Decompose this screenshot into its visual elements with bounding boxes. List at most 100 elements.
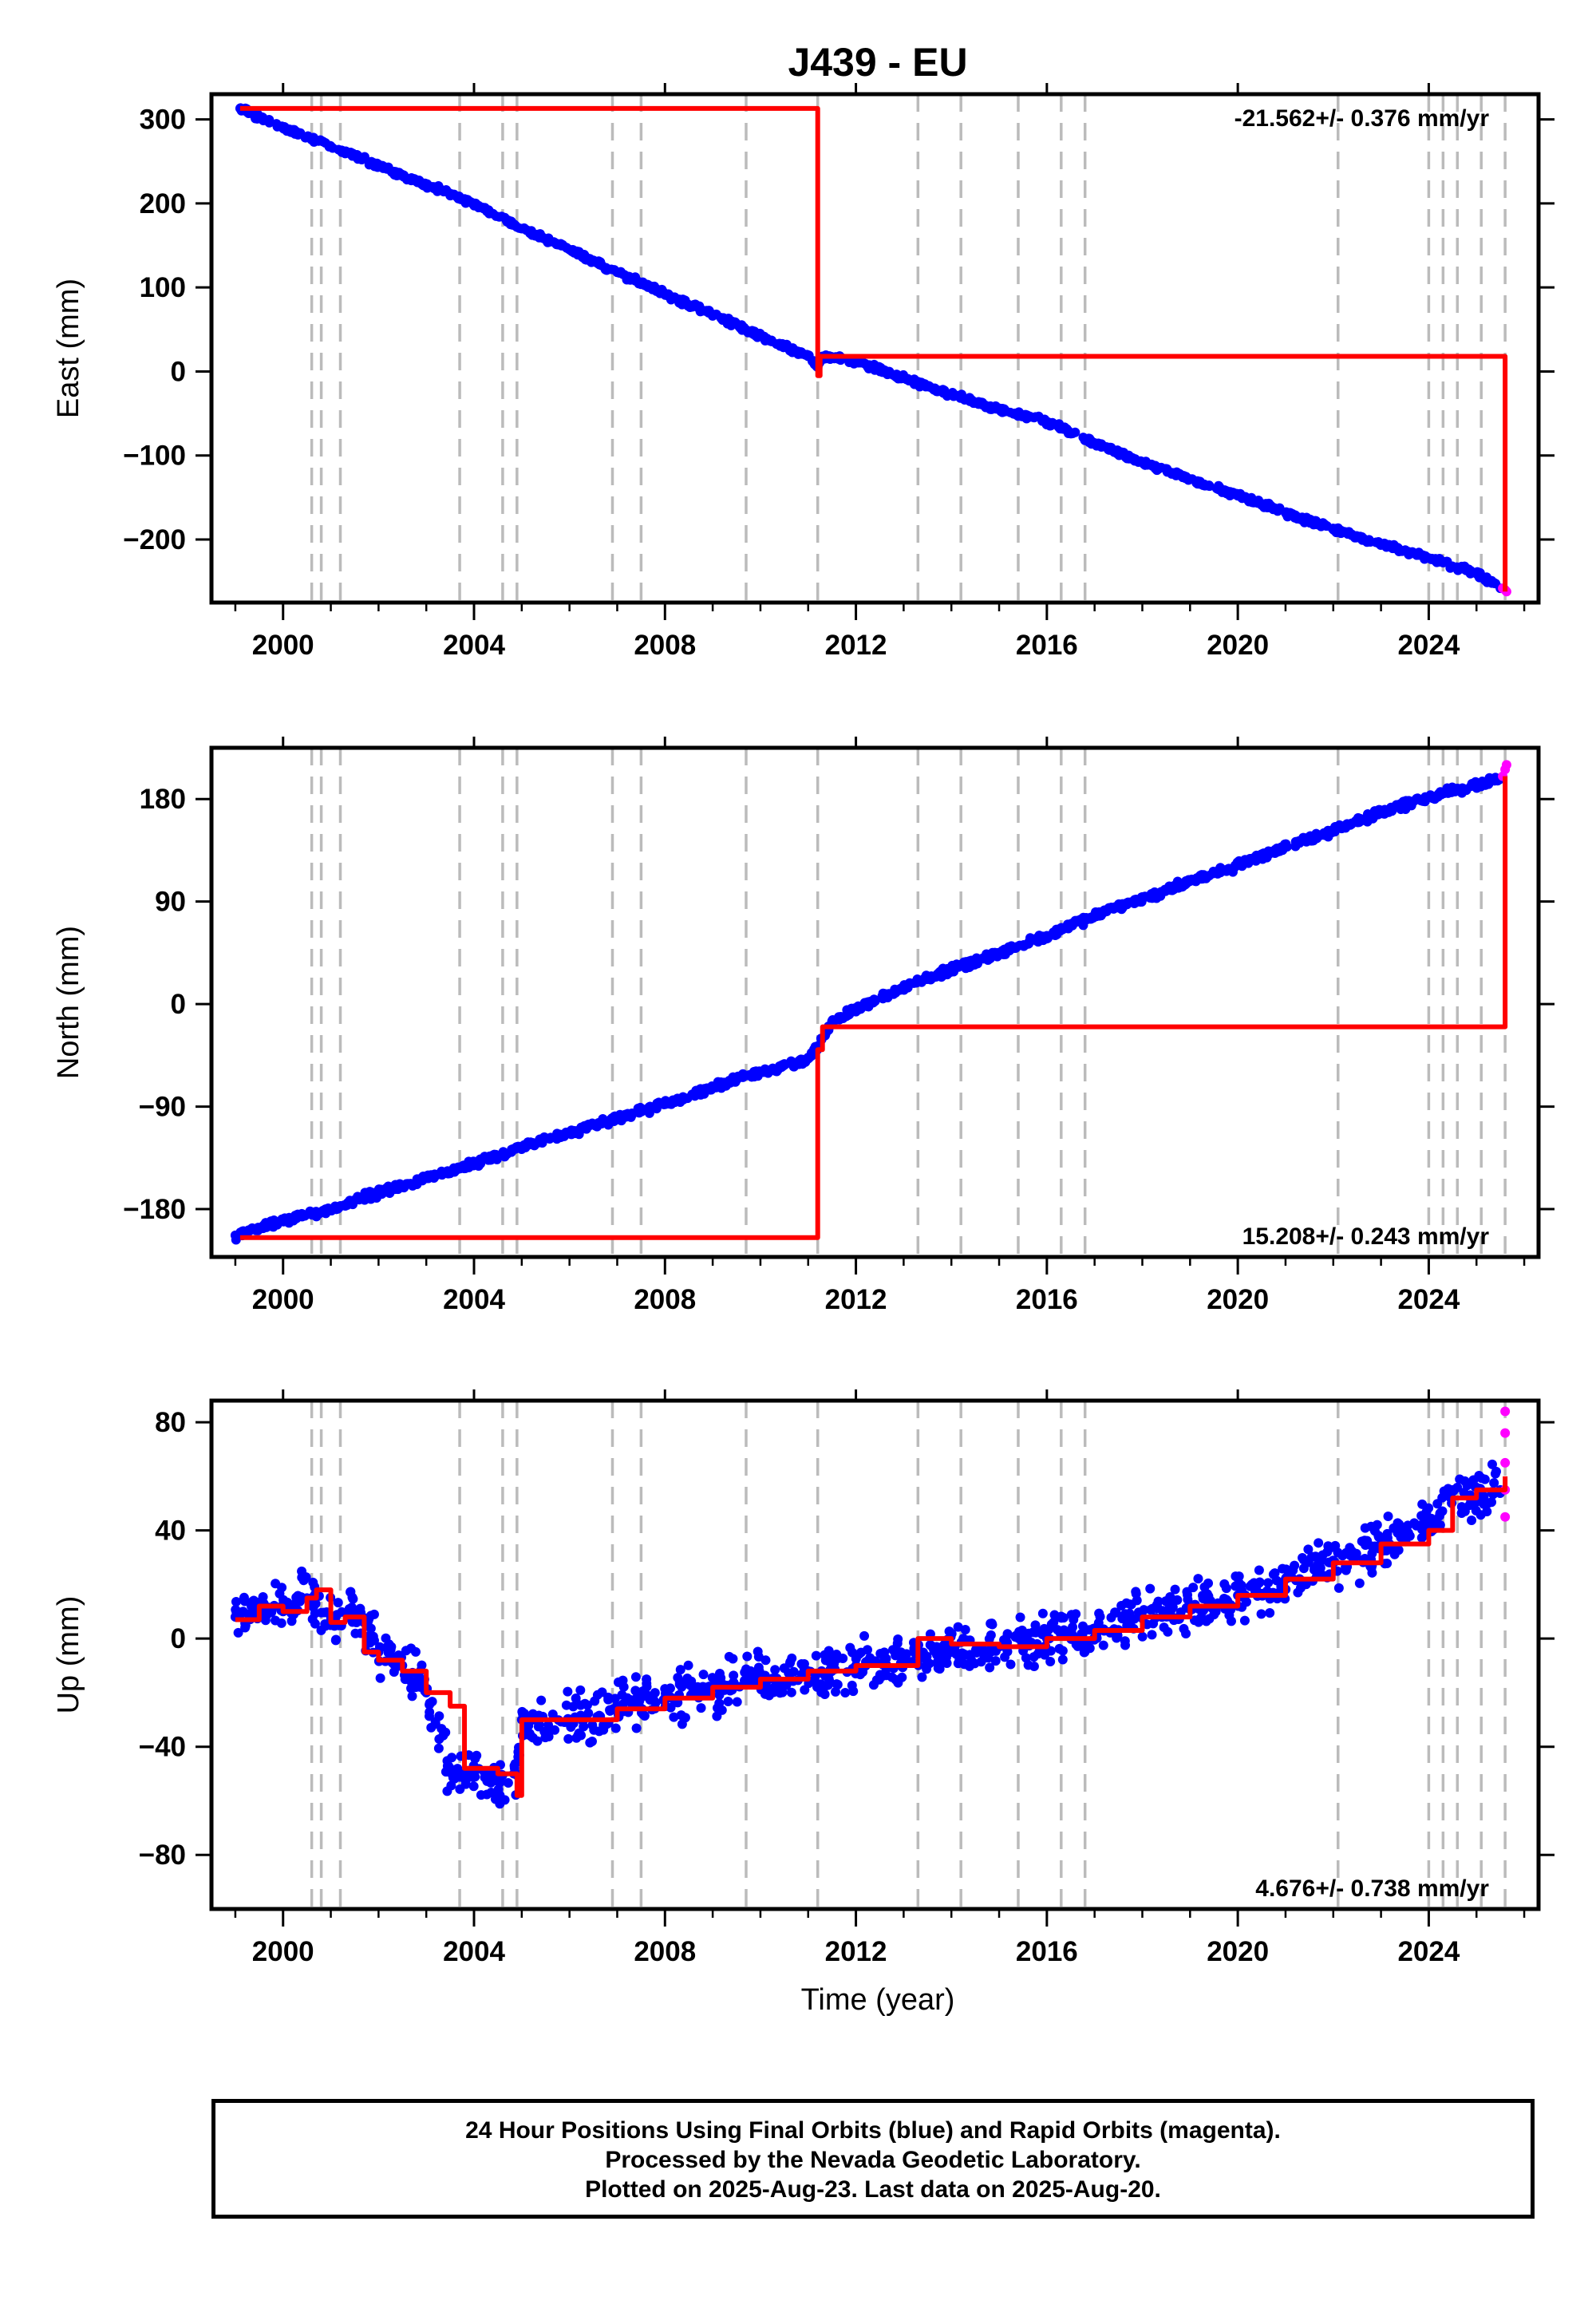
data-point — [605, 1705, 615, 1716]
data-point — [1193, 1574, 1203, 1584]
series-model — [235, 1476, 1508, 1798]
data-point — [472, 1750, 482, 1761]
data-point — [444, 1168, 455, 1179]
data-point — [240, 1622, 251, 1633]
data-point — [985, 1662, 995, 1673]
data-point — [447, 1769, 457, 1779]
data-point — [941, 1652, 951, 1662]
data-point — [492, 1154, 502, 1164]
data-point — [1057, 1654, 1068, 1665]
data-point — [542, 234, 552, 244]
data-point — [603, 1694, 614, 1705]
data-point — [1500, 1428, 1511, 1438]
data-point — [1208, 868, 1219, 879]
data-point — [715, 1078, 725, 1089]
data-point — [770, 1665, 780, 1675]
data-point — [239, 1592, 249, 1603]
data-point — [723, 1697, 733, 1707]
footer-line-2: Processed by the Nevada Geodetic Laborat… — [605, 2147, 1141, 2173]
y-tick-label: 180 — [140, 784, 186, 815]
data-point — [1144, 891, 1155, 902]
data-point — [308, 1577, 318, 1587]
data-point — [940, 387, 950, 397]
data-point — [966, 1655, 977, 1666]
y-tick-label: 0 — [171, 356, 186, 387]
data-point — [1487, 1459, 1497, 1469]
data-point — [590, 1696, 600, 1706]
data-point — [617, 1690, 627, 1700]
data-point — [1483, 1498, 1494, 1508]
data-point — [563, 1686, 573, 1697]
data-point — [946, 1629, 957, 1639]
data-point — [1021, 1631, 1032, 1642]
data-point — [1219, 1594, 1229, 1604]
data-point — [772, 1686, 783, 1697]
data-point — [1432, 1499, 1443, 1509]
data-point — [1245, 1581, 1255, 1591]
data-point — [1243, 858, 1254, 868]
data-point — [1313, 518, 1323, 528]
y-tick-label: −100 — [123, 441, 186, 472]
data-point — [1201, 1616, 1211, 1626]
data-point — [1221, 1583, 1231, 1594]
data-point — [966, 955, 977, 966]
y-axis-label: North (mm) — [52, 926, 85, 1079]
footer-line-3: Plotted on 2025-Aug-23. Last data on 202… — [585, 2176, 1161, 2203]
data-point — [1021, 1653, 1031, 1663]
data-point — [630, 1672, 641, 1682]
model-line — [235, 1476, 1508, 1798]
data-point — [406, 176, 417, 186]
data-point — [1111, 1607, 1121, 1618]
data-point — [947, 964, 958, 974]
data-point — [1139, 1605, 1149, 1615]
data-point — [1500, 1512, 1511, 1522]
data-point — [856, 358, 867, 368]
data-point — [624, 271, 634, 282]
data-point — [1159, 1622, 1169, 1633]
data-point — [1329, 824, 1340, 835]
data-point — [1145, 1583, 1156, 1594]
data-point — [1082, 435, 1092, 445]
data-point — [1045, 1657, 1056, 1667]
data-point — [519, 223, 529, 234]
x-axis-label: Time (year) — [801, 1983, 955, 2017]
data-point — [709, 310, 720, 320]
data-point — [922, 1660, 932, 1670]
data-point — [877, 367, 887, 377]
data-point — [891, 1650, 901, 1661]
data-point — [406, 1643, 417, 1654]
data-point — [1381, 1546, 1392, 1556]
x-tick-label: 2020 — [1207, 630, 1269, 661]
x-tick-label: 2020 — [1207, 1936, 1269, 1967]
north-panel: 2000 2004 2008 2012 2016 2020 2024 180 90 0 −90 −18… — [52, 737, 1555, 1315]
data-point — [742, 1651, 753, 1662]
data-point — [1215, 482, 1225, 492]
data-point — [1056, 1629, 1066, 1639]
data-point — [1362, 537, 1373, 547]
data-point — [374, 1642, 385, 1652]
data-point — [1263, 1578, 1274, 1588]
up-panel: 2000 2004 2008 2012 2016 2020 2024 80 40 0 −40 −80 U… — [52, 1389, 1555, 1967]
data-point — [442, 187, 452, 197]
data-point — [855, 1647, 866, 1658]
model-line — [239, 105, 1508, 592]
data-point — [550, 1725, 560, 1735]
x-tick-label: 2016 — [1016, 1284, 1078, 1315]
data-point — [1395, 799, 1405, 809]
data-point — [1376, 808, 1386, 819]
data-point — [732, 1697, 742, 1707]
data-point — [796, 1659, 807, 1670]
data-point — [359, 1195, 369, 1205]
data-point — [1046, 420, 1057, 430]
data-point — [1302, 834, 1312, 844]
data-point — [730, 1076, 741, 1086]
data-point — [1372, 1520, 1382, 1530]
data-point — [386, 1642, 397, 1652]
data-point — [976, 397, 986, 408]
data-point — [967, 396, 978, 406]
series-final-orbits — [230, 773, 1506, 1245]
data-point — [1270, 1568, 1280, 1579]
data-point — [1345, 1550, 1356, 1560]
data-point — [637, 1106, 647, 1117]
data-point — [757, 332, 768, 342]
